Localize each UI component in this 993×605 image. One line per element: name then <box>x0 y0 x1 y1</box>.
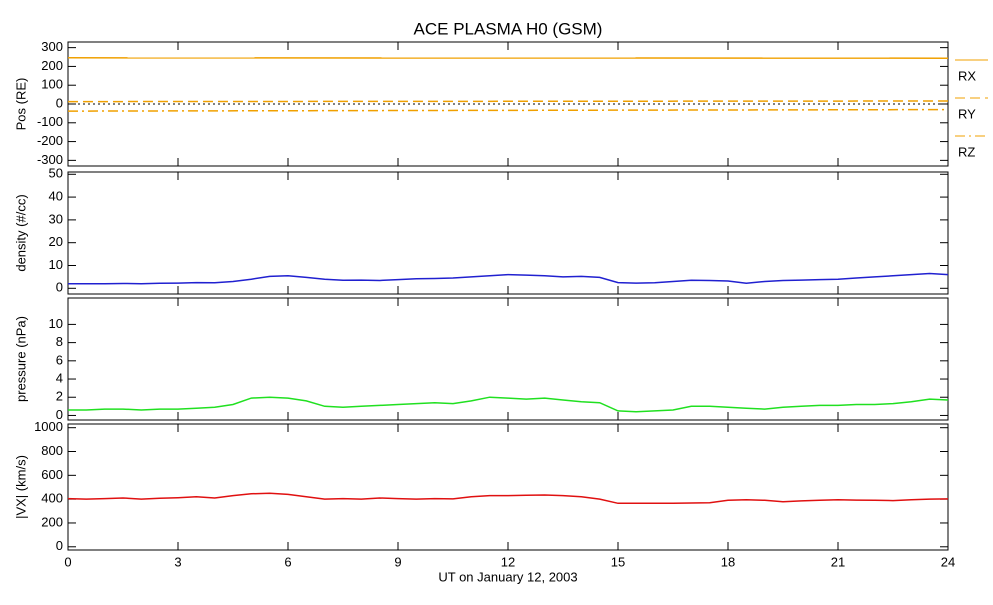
y-tick-label: 800 <box>41 443 63 458</box>
x-tick-label: 3 <box>174 554 181 569</box>
y-tick-label: 0 <box>56 280 63 295</box>
y-axis-label: density (#/cc) <box>13 194 28 271</box>
y-axis-label: Pos (RE) <box>13 78 28 131</box>
y-tick-label: 40 <box>49 189 63 204</box>
y-tick-label: 100 <box>41 77 63 92</box>
x-tick-label: 9 <box>394 554 401 569</box>
legend-label: RY <box>958 106 976 121</box>
y-tick-label: 400 <box>41 491 63 506</box>
x-tick-label: 18 <box>721 554 735 569</box>
y-tick-label: 6 <box>56 352 63 367</box>
x-tick-label: 0 <box>64 554 71 569</box>
y-tick-label: 600 <box>41 467 63 482</box>
y-tick-label: 30 <box>49 211 63 226</box>
y-tick-label: -300 <box>37 152 63 167</box>
y-tick-label: 300 <box>41 39 63 54</box>
chart-title: ACE PLASMA H0 (GSM) <box>414 19 603 38</box>
y-tick-label: 1000 <box>34 419 63 434</box>
y-tick-label: -200 <box>37 133 63 148</box>
y-tick-label: 10 <box>49 316 63 331</box>
x-tick-label: 6 <box>284 554 291 569</box>
x-tick-label: 24 <box>941 554 955 569</box>
x-tick-label: 21 <box>831 554 845 569</box>
y-tick-label: 8 <box>56 334 63 349</box>
y-tick-label: 200 <box>41 58 63 73</box>
y-tick-label: 200 <box>41 514 63 529</box>
y-tick-label: 0 <box>56 538 63 553</box>
x-tick-label: 12 <box>501 554 515 569</box>
x-axis-label: UT on January 12, 2003 <box>438 569 577 584</box>
y-tick-label: 10 <box>49 257 63 272</box>
y-tick-label: 4 <box>56 370 63 385</box>
y-axis-label: pressure (nPa) <box>13 316 28 402</box>
y-tick-label: 2 <box>56 389 63 404</box>
legend-label: RZ <box>958 144 975 159</box>
y-tick-label: 50 <box>49 166 63 181</box>
legend-label: RX <box>958 68 976 83</box>
x-tick-label: 15 <box>611 554 625 569</box>
y-tick-label: 0 <box>56 95 63 110</box>
y-axis-label: |VX| (km/s) <box>13 455 28 519</box>
y-tick-label: -100 <box>37 114 63 129</box>
y-tick-label: 20 <box>49 234 63 249</box>
